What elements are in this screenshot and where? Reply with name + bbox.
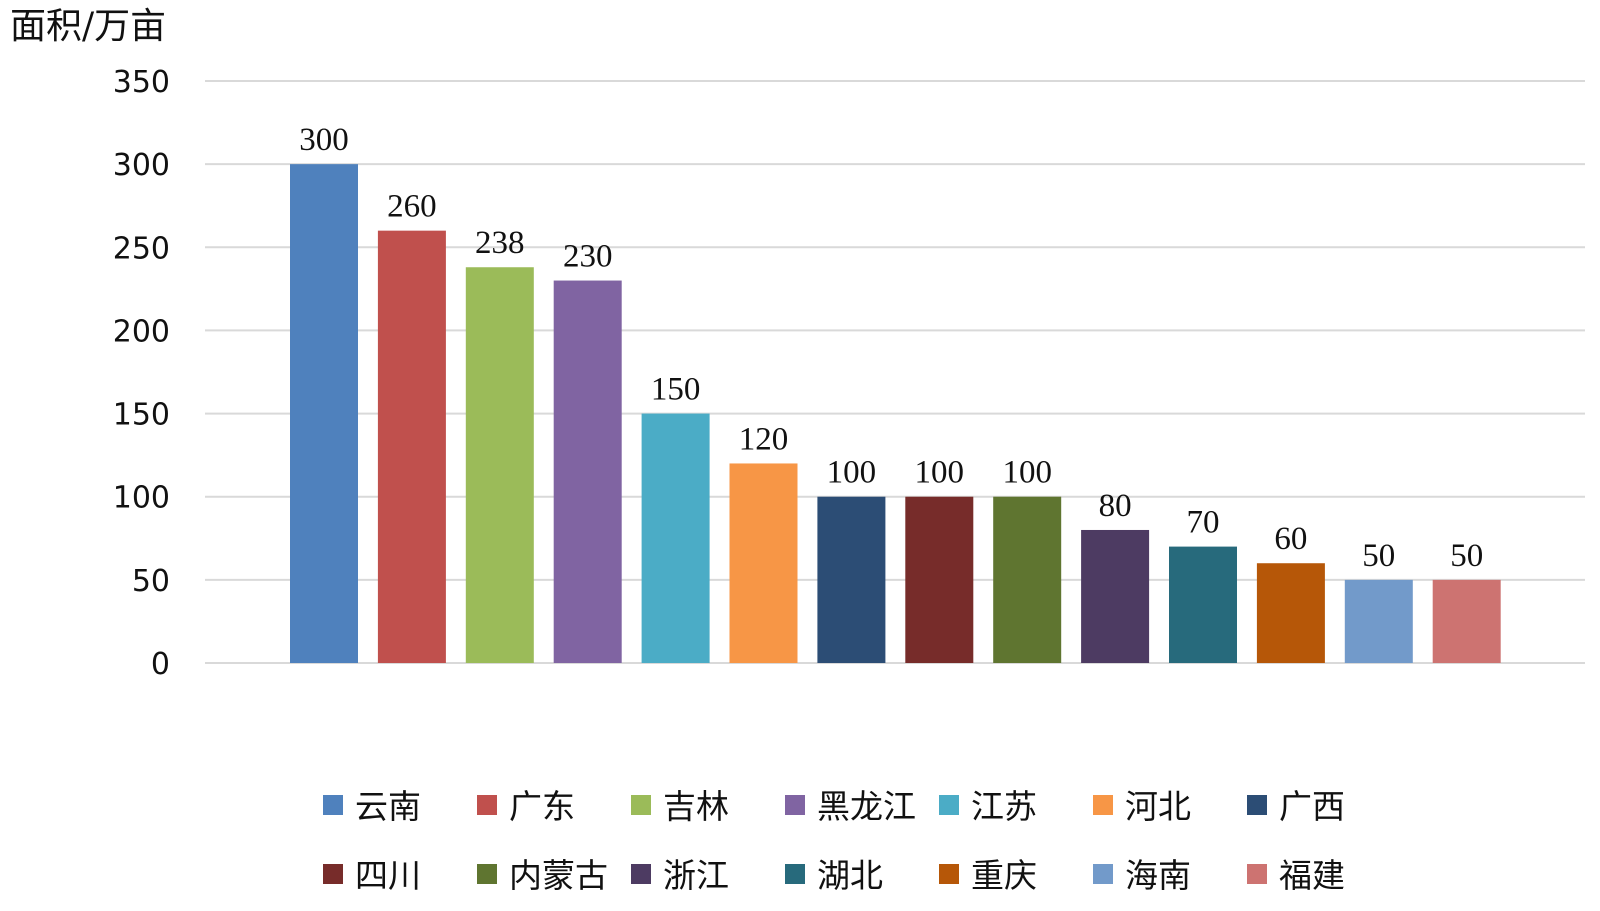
legend-label: 福建 — [1279, 856, 1345, 895]
bar-7 — [817, 496, 886, 663]
legend-swatch — [323, 795, 343, 815]
legend-swatch — [785, 795, 805, 815]
legend-label: 云南 — [355, 787, 421, 826]
y-axis-ticks: 0 50 100 150 200 250 300 350 — [113, 65, 170, 682]
bar-5 — [641, 413, 710, 663]
legend-swatch — [1247, 864, 1267, 884]
legend-label: 海南 — [1125, 856, 1191, 895]
data-label: 120 — [739, 421, 789, 457]
data-label: 260 — [387, 189, 437, 225]
legend-label: 湖北 — [817, 856, 883, 895]
y-tick-label: 200 — [113, 314, 170, 349]
data-label: 150 — [651, 372, 701, 408]
y-tick-label: 300 — [113, 148, 170, 183]
legend-swatch — [939, 795, 959, 815]
data-label: 50 — [1450, 538, 1483, 574]
legend-label: 吉林 — [663, 787, 729, 826]
bar-9 — [993, 496, 1062, 663]
y-tick-label: 50 — [132, 564, 170, 599]
bar-4 — [553, 280, 622, 663]
legend-label: 广西 — [1279, 787, 1345, 826]
data-label: 70 — [1187, 505, 1220, 541]
legend-swatch — [631, 864, 651, 884]
legend-label: 内蒙古 — [509, 856, 608, 895]
bar-8 — [905, 496, 974, 663]
bar-2 — [377, 230, 446, 663]
data-labels: 300 260 238 230 150 120 100 100 100 80 70 60 50 50 — [299, 122, 1483, 574]
legend-swatch — [477, 864, 497, 884]
bar-13 — [1344, 579, 1413, 663]
data-label: 100 — [915, 455, 965, 491]
legend-label: 广东 — [509, 787, 575, 826]
bar-10 — [1081, 529, 1150, 663]
data-label: 50 — [1362, 538, 1395, 574]
bar-11 — [1169, 546, 1237, 663]
legend-label: 四川 — [355, 856, 421, 895]
y-tick-label: 0 — [151, 647, 170, 682]
data-label: 238 — [475, 225, 525, 261]
legend-swatch — [939, 864, 959, 884]
bar-12 — [1256, 563, 1325, 663]
legend-swatch — [323, 864, 343, 884]
data-label: 230 — [563, 239, 613, 275]
data-label: 100 — [1002, 455, 1052, 491]
legend-swatch — [477, 795, 497, 815]
data-label: 60 — [1274, 521, 1307, 557]
legend-label: 重庆 — [971, 856, 1037, 895]
y-tick-label: 150 — [113, 398, 170, 433]
bar-3 — [465, 267, 534, 663]
legend-swatch — [1247, 795, 1267, 815]
legend-swatch — [785, 864, 805, 884]
legend-swatch — [1093, 864, 1113, 884]
bar-6 — [729, 463, 798, 663]
y-tick-label: 350 — [113, 65, 170, 100]
bars — [290, 164, 1501, 663]
y-tick-label: 250 — [113, 231, 170, 266]
legend-label: 浙江 — [663, 856, 729, 895]
legend-label: 黑龙江 — [817, 787, 916, 826]
data-label: 100 — [827, 455, 877, 491]
y-tick-label: 100 — [113, 481, 170, 516]
bar-14 — [1432, 579, 1501, 663]
data-label: 300 — [299, 122, 349, 158]
y-axis-label: 面积/万亩 — [10, 6, 166, 47]
data-label: 80 — [1099, 488, 1132, 524]
legend-label: 江苏 — [971, 787, 1037, 826]
legend-swatch — [631, 795, 651, 815]
legend-label: 河北 — [1125, 787, 1191, 826]
legend-swatch — [1093, 795, 1113, 815]
bar-1 — [290, 164, 358, 663]
